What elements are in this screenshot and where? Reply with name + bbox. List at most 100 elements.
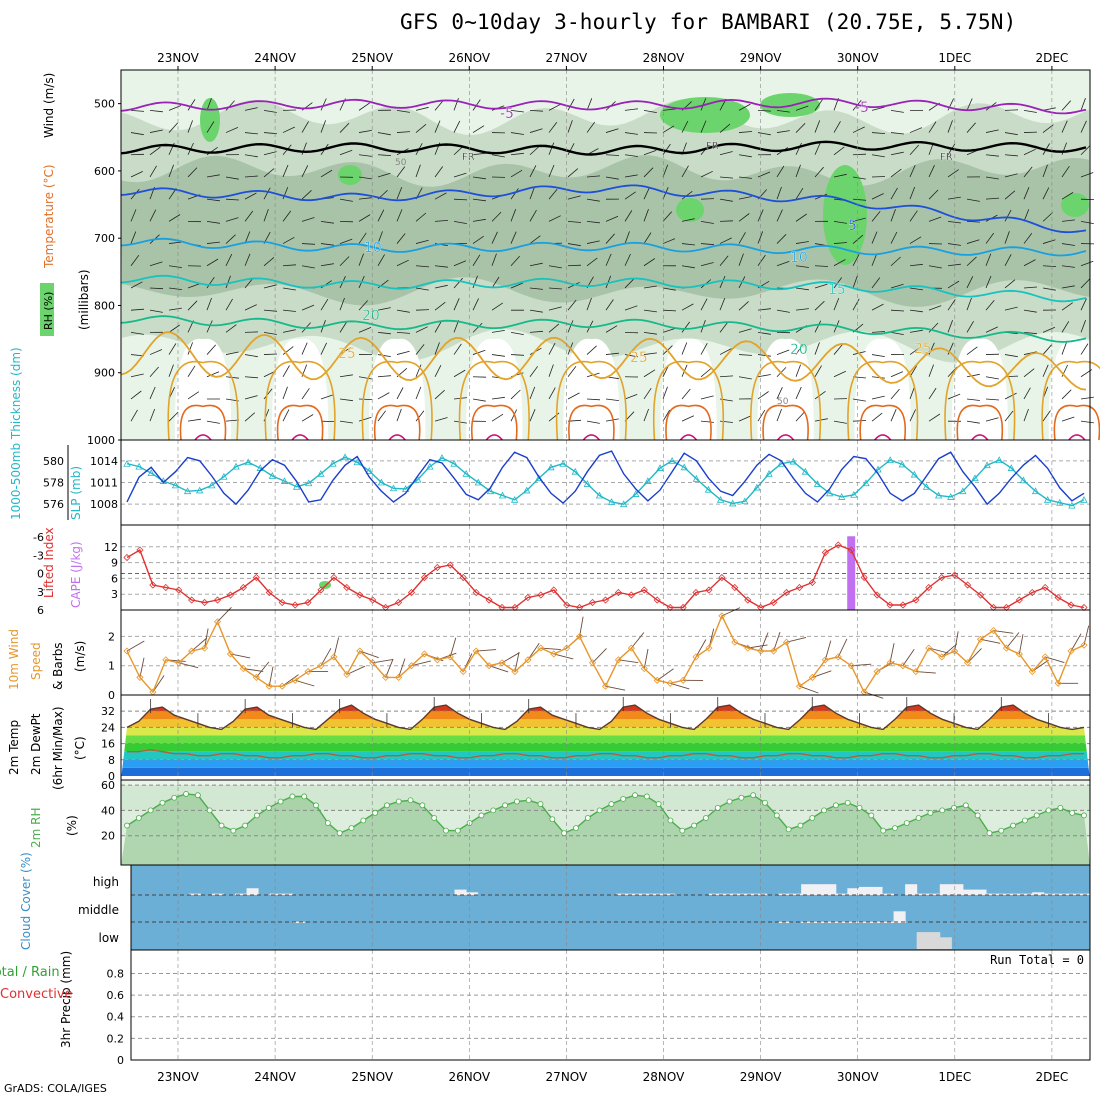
wind-speed-series-point: [808, 673, 816, 681]
contour-label: -5: [500, 106, 514, 122]
date-label-bottom: 25NOV: [351, 1070, 393, 1084]
lifted-index-series-point: [291, 601, 299, 609]
wind-barb: [624, 191, 636, 200]
wind-barb: [244, 354, 258, 358]
wind-barb-10m: [889, 643, 895, 663]
lifted-index-series-point: [188, 596, 196, 604]
cloud-bar-low: [928, 932, 941, 949]
wind-barb: [776, 408, 782, 422]
lifted-index-series-point: [459, 573, 467, 582]
wind-barb: [206, 420, 220, 424]
wind-barb: [833, 121, 841, 133]
wind-speed-series-point: [821, 656, 829, 664]
wind-barb: [206, 258, 219, 267]
lifted-index-series-point: [136, 546, 144, 554]
credit-label: GrADS: COLA/IGES: [4, 1082, 107, 1095]
wind-barb: [871, 193, 884, 200]
wind-barb: [567, 220, 582, 223]
wind-barb: [795, 123, 806, 133]
slp-series-point: [704, 485, 713, 493]
wind-barb: [1004, 354, 1018, 358]
wind-speed-series-point: [278, 682, 286, 690]
rh2m-series-point: [844, 799, 851, 806]
wind-barb: [928, 322, 939, 333]
isotherm-30-loop: [956, 404, 1004, 441]
wind-speed-series-point: [226, 650, 235, 658]
wind-barb: [396, 131, 411, 133]
lifted-index-series-point: [834, 541, 842, 549]
slp-series-point: [644, 477, 652, 484]
slp-series-point: [583, 480, 592, 487]
wind-barb: [814, 320, 822, 333]
wind-barb: [415, 386, 422, 400]
wind-barb: [852, 176, 866, 180]
wind-barb: [510, 409, 518, 422]
wind-barb: [1004, 231, 1010, 244]
slp-series-point: [292, 482, 301, 490]
wind-barb: [415, 106, 429, 111]
temp-tick-label: 32: [101, 705, 115, 718]
rh2m-series-point: [927, 810, 934, 816]
wind-barb-10m: [398, 658, 406, 678]
wind-barb: [225, 127, 239, 133]
cloud-bar-high: [986, 893, 999, 895]
wind-barb: [244, 376, 259, 379]
wind-barb: [795, 411, 806, 422]
wind-speed-series-point: [1028, 667, 1036, 676]
wind-barb: [1061, 120, 1068, 133]
wind-barb: [852, 198, 867, 201]
slp-series-point: [438, 454, 446, 461]
wind-barb: [833, 370, 846, 378]
wind-barb: [206, 98, 212, 111]
contour-label: 5: [848, 218, 857, 234]
wind-barb: [491, 253, 497, 266]
wind-barb: [339, 149, 353, 156]
cape-tick-label: 9: [111, 557, 118, 570]
wind-barb: [1061, 302, 1073, 311]
wind-barb-10m: [178, 662, 199, 669]
wind-barb: [263, 151, 277, 156]
wind-barb-10m: [1018, 634, 1024, 655]
rh2m-series-point: [407, 797, 414, 804]
wind-barb: [415, 239, 429, 244]
wind-barb: [643, 369, 656, 378]
wind-barb: [377, 231, 383, 244]
wind-barb: [453, 260, 467, 267]
rh2m-series-point: [194, 792, 201, 799]
wind-barb: [1023, 187, 1030, 200]
wind-barb: [985, 376, 999, 380]
wind-barb: [529, 330, 544, 333]
wind-barb: [814, 120, 821, 133]
wind-barb: [434, 100, 444, 111]
wind-barb: [738, 253, 744, 266]
wind-barb: [1061, 321, 1070, 333]
wind-barb: [472, 349, 486, 355]
wind-barb-10m: [1006, 632, 1020, 649]
lifted-index-series-point: [692, 588, 700, 597]
wind-speed-series-point: [899, 662, 907, 670]
wind-barb: [377, 354, 391, 357]
wind-barb: [244, 253, 251, 266]
wind-barb: [985, 154, 999, 157]
wind-speed-series-point: [446, 653, 454, 661]
wind-barb: [396, 309, 410, 313]
wind-barb: [776, 109, 790, 113]
slp-series-point: [498, 491, 507, 499]
wind-barb: [263, 284, 277, 289]
wind-barb: [662, 143, 671, 155]
lifted-index-series-point: [317, 586, 325, 594]
wind-barb: [909, 346, 921, 355]
wind-barb: [1004, 132, 1018, 136]
wind-barb: [396, 259, 409, 267]
wind-speed-series-point: [175, 659, 183, 667]
wind-barb: [529, 145, 540, 156]
wind-barb: [1061, 192, 1074, 200]
isotherm-35-loop: [971, 434, 989, 441]
date-label-bottom: 30NOV: [837, 1070, 879, 1084]
lifted-index-series-point: [614, 588, 622, 597]
rh2m-series-point: [691, 822, 698, 829]
wind-barb: [225, 234, 236, 244]
wind-speed-series-point: [666, 679, 674, 687]
wind-barb: [833, 173, 847, 178]
wind-barb: [529, 262, 543, 267]
